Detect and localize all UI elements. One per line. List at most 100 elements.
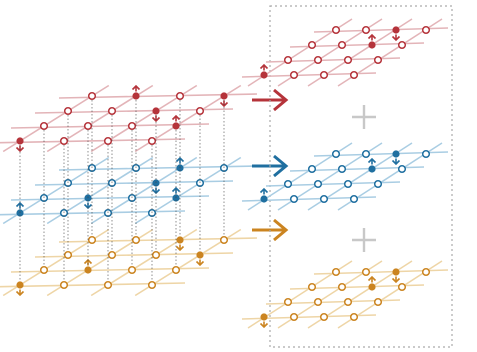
spin-dot <box>260 313 268 321</box>
spin-dot <box>368 41 376 49</box>
empty-site <box>289 70 299 80</box>
empty-site <box>337 282 347 292</box>
spin-site <box>195 251 205 267</box>
empty-site <box>421 267 431 277</box>
empty-site <box>127 121 137 131</box>
spin-arrowhead <box>15 201 25 208</box>
spin-dot <box>392 150 400 158</box>
spin-dot <box>392 26 400 34</box>
empty-site <box>343 297 353 307</box>
empty-site <box>343 55 353 65</box>
arrow-to-red-plane <box>252 88 289 112</box>
arrow-head <box>273 88 289 112</box>
empty-site <box>107 250 117 260</box>
spin-dot <box>260 195 268 203</box>
empty-site <box>103 280 113 290</box>
spin-arrowhead <box>259 322 269 329</box>
empty-site <box>331 25 341 35</box>
spin-arrowhead <box>367 33 377 40</box>
empty-site <box>319 194 329 204</box>
spin-site <box>367 275 377 291</box>
spin-site <box>15 281 25 297</box>
spin-site <box>367 33 377 49</box>
empty-site <box>421 25 431 35</box>
empty-site <box>319 312 329 322</box>
empty-site <box>127 265 137 275</box>
spin-arrowhead <box>15 290 25 297</box>
spin-arrowhead <box>259 187 269 194</box>
cube-lattice <box>0 84 258 297</box>
empty-site <box>319 70 329 80</box>
empty-site <box>397 164 407 174</box>
spin-arrowhead <box>151 116 161 123</box>
spin-dot <box>392 268 400 276</box>
empty-site <box>39 121 49 131</box>
empty-site <box>59 136 69 146</box>
empty-site <box>349 70 359 80</box>
empty-site <box>171 265 181 275</box>
decomposition-box <box>269 5 453 348</box>
empty-site <box>63 250 73 260</box>
arrow-to-blue-plane <box>252 154 289 178</box>
spin-site <box>367 157 377 173</box>
empty-site <box>103 136 113 146</box>
plus-sign <box>352 228 376 252</box>
spin-arrowhead <box>175 245 185 252</box>
empty-site <box>361 25 371 35</box>
empty-site <box>147 280 157 290</box>
spin-dot <box>16 137 24 145</box>
empty-site <box>331 267 341 277</box>
spin-site <box>175 236 185 252</box>
spin-dot <box>176 236 184 244</box>
empty-site <box>373 297 383 307</box>
spin-arrowhead <box>391 35 401 42</box>
lattice-row-line <box>0 138 186 144</box>
spin-arrowhead <box>391 277 401 284</box>
empty-site <box>219 235 229 245</box>
arrows <box>252 88 289 242</box>
spin-dot <box>260 71 268 79</box>
empty-site <box>87 91 97 101</box>
empty-site <box>195 106 205 116</box>
empty-site <box>397 282 407 292</box>
spin-dot <box>368 165 376 173</box>
empty-site <box>283 179 293 189</box>
lattice-row-line <box>0 210 186 216</box>
empty-site <box>63 106 73 116</box>
empty-site <box>175 91 185 101</box>
empty-site <box>361 149 371 159</box>
spin-dot <box>132 92 140 100</box>
empty-site <box>337 40 347 50</box>
empty-site <box>283 55 293 65</box>
spin-dot <box>196 251 204 259</box>
spin-arrowhead <box>15 146 25 153</box>
empty-site <box>131 235 141 245</box>
dashed-box <box>269 5 453 348</box>
spin-arrowhead <box>391 159 401 166</box>
spin-arrowhead <box>175 156 185 163</box>
empty-site <box>421 149 431 159</box>
red-plane <box>241 18 449 87</box>
empty-site <box>307 164 317 174</box>
empty-site <box>283 297 293 307</box>
empty-site <box>39 265 49 275</box>
spin-dot <box>152 107 160 115</box>
empty-site <box>313 297 323 307</box>
empty-site <box>373 179 383 189</box>
spin-site <box>171 114 181 130</box>
arrow-to-orange-plane <box>252 218 289 242</box>
spin-dot <box>220 92 228 100</box>
arrow-head <box>273 154 289 178</box>
orange-plane <box>241 260 449 329</box>
empty-site <box>337 164 347 174</box>
empty-site <box>313 179 323 189</box>
spin-dot <box>84 266 92 274</box>
plus-sign <box>352 105 376 129</box>
spin-site <box>259 187 269 203</box>
empty-site <box>343 179 353 189</box>
spin-site <box>391 150 401 166</box>
blue-plane <box>241 142 449 211</box>
spin-arrowhead <box>171 186 181 193</box>
empty-site <box>307 282 317 292</box>
